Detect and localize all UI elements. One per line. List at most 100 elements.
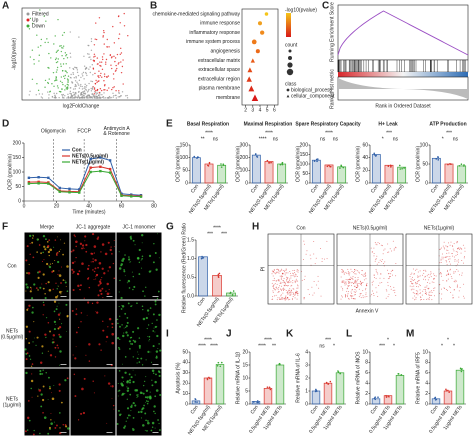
volcano-dot-texture [41, 97, 44, 99]
volcano-dot-texture [70, 92, 72, 95]
cell-texture [134, 374, 136, 376]
volcano-dot-texture [54, 95, 56, 97]
cell-texture [119, 338, 121, 340]
volcano-dot-texture [112, 25, 114, 28]
event-dot-texture [314, 263, 316, 265]
cell-texture [60, 293, 62, 295]
event-dot-texture [375, 243, 377, 245]
event-dot-texture [347, 285, 349, 287]
event-dot-texture [463, 283, 465, 285]
volcano-dot-texture [103, 92, 105, 94]
cell-texture [121, 305, 125, 308]
cell-texture [29, 253, 31, 255]
event-dot-texture [413, 285, 415, 287]
volcano-dot-texture [33, 63, 35, 65]
cell-texture [43, 304, 45, 306]
event-dot-texture [446, 289, 448, 291]
event-dot-texture [316, 284, 318, 286]
replicate-dot-texture [401, 167, 403, 170]
event-dot-texture [343, 281, 345, 283]
y-tick-label: 10 [362, 349, 368, 355]
event-dot-texture [317, 280, 319, 282]
series-point [47, 182, 50, 185]
cell-texture [148, 335, 151, 338]
event-dot-texture [358, 296, 360, 298]
cell-texture [126, 317, 129, 319]
cell-texture [26, 308, 29, 311]
event-dot-texture [395, 295, 397, 297]
event-dot-texture [292, 282, 294, 284]
volcano-dot-texture [122, 83, 124, 85]
cell-texture [154, 331, 156, 333]
event-dot-texture [424, 289, 426, 291]
volcano-dot-texture [106, 89, 108, 92]
volcano-dot-texture [56, 66, 59, 69]
term-label: extracellular region [198, 76, 240, 82]
volcano-dot-texture [69, 92, 71, 95]
cell-texture [26, 272, 28, 274]
cell-texture [154, 303, 157, 306]
category-label: Con [190, 183, 200, 194]
event-dot-texture [353, 298, 355, 300]
y-tick-label: 1.5 [187, 237, 194, 243]
cell-texture [63, 242, 66, 244]
event-dot-texture [349, 272, 351, 274]
cell-texture [137, 395, 139, 398]
panel-label: C [322, 1, 329, 12]
cell-texture [55, 253, 58, 256]
volcano-dot-texture [114, 57, 117, 59]
event-dot-texture [457, 270, 459, 272]
volcano-dot-texture [82, 75, 84, 77]
cell-texture [132, 401, 135, 405]
cell-texture [30, 288, 33, 290]
event-dot-texture [280, 298, 282, 300]
replicate-dot-texture [385, 396, 388, 398]
volcano-dot-texture [90, 87, 92, 90]
cell-texture [147, 336, 148, 337]
volcano-dot-texture [74, 93, 76, 96]
event-dot-texture [297, 280, 299, 282]
volcano-dot-texture [69, 52, 72, 55]
bar [324, 164, 334, 184]
y-axis-label: Relative mRNA of IL-1β [235, 352, 241, 404]
cell-texture [107, 241, 110, 244]
replicate-dot-texture [313, 160, 316, 162]
cell-texture [47, 432, 50, 435]
cell-texture [118, 348, 121, 350]
volcano-dot-texture [115, 69, 117, 71]
cell-texture [91, 232, 95, 236]
cell-texture [119, 315, 121, 317]
volcano-dot-texture [86, 94, 89, 97]
event-dot-texture [427, 279, 429, 281]
cell-texture [55, 308, 58, 311]
cell-texture [47, 250, 51, 254]
cell-texture [125, 326, 127, 328]
event-dot-texture [392, 274, 394, 276]
y-tick-label: 15 [242, 362, 248, 368]
cell-texture [144, 396, 147, 399]
volcano-dot-texture [41, 93, 44, 95]
cell-texture [59, 364, 61, 366]
cell-texture [123, 327, 125, 329]
volcano-dot-texture [93, 87, 96, 89]
y-axis-label: OCR (pmol/min) [415, 146, 421, 182]
volcano-dot-texture [84, 68, 87, 70]
event-dot-texture [272, 285, 274, 287]
event-dot-texture [422, 278, 424, 280]
event-dot-texture [296, 287, 298, 289]
event-dot-texture [285, 272, 287, 274]
event-dot-texture [284, 288, 286, 290]
event-dot-texture [294, 269, 296, 271]
cell-texture [134, 404, 137, 407]
cell-texture [108, 317, 112, 321]
cell-texture [72, 249, 75, 252]
cell-texture [110, 246, 112, 248]
event-dot-texture [272, 290, 274, 292]
event-dot-texture [318, 287, 320, 289]
event-dot-texture [435, 275, 437, 277]
volcano-dot-texture [101, 58, 104, 61]
replicate-dot-texture [315, 158, 318, 161]
cell-texture [159, 349, 162, 352]
event-dot-texture [380, 244, 382, 246]
event-dot-texture [340, 286, 342, 288]
